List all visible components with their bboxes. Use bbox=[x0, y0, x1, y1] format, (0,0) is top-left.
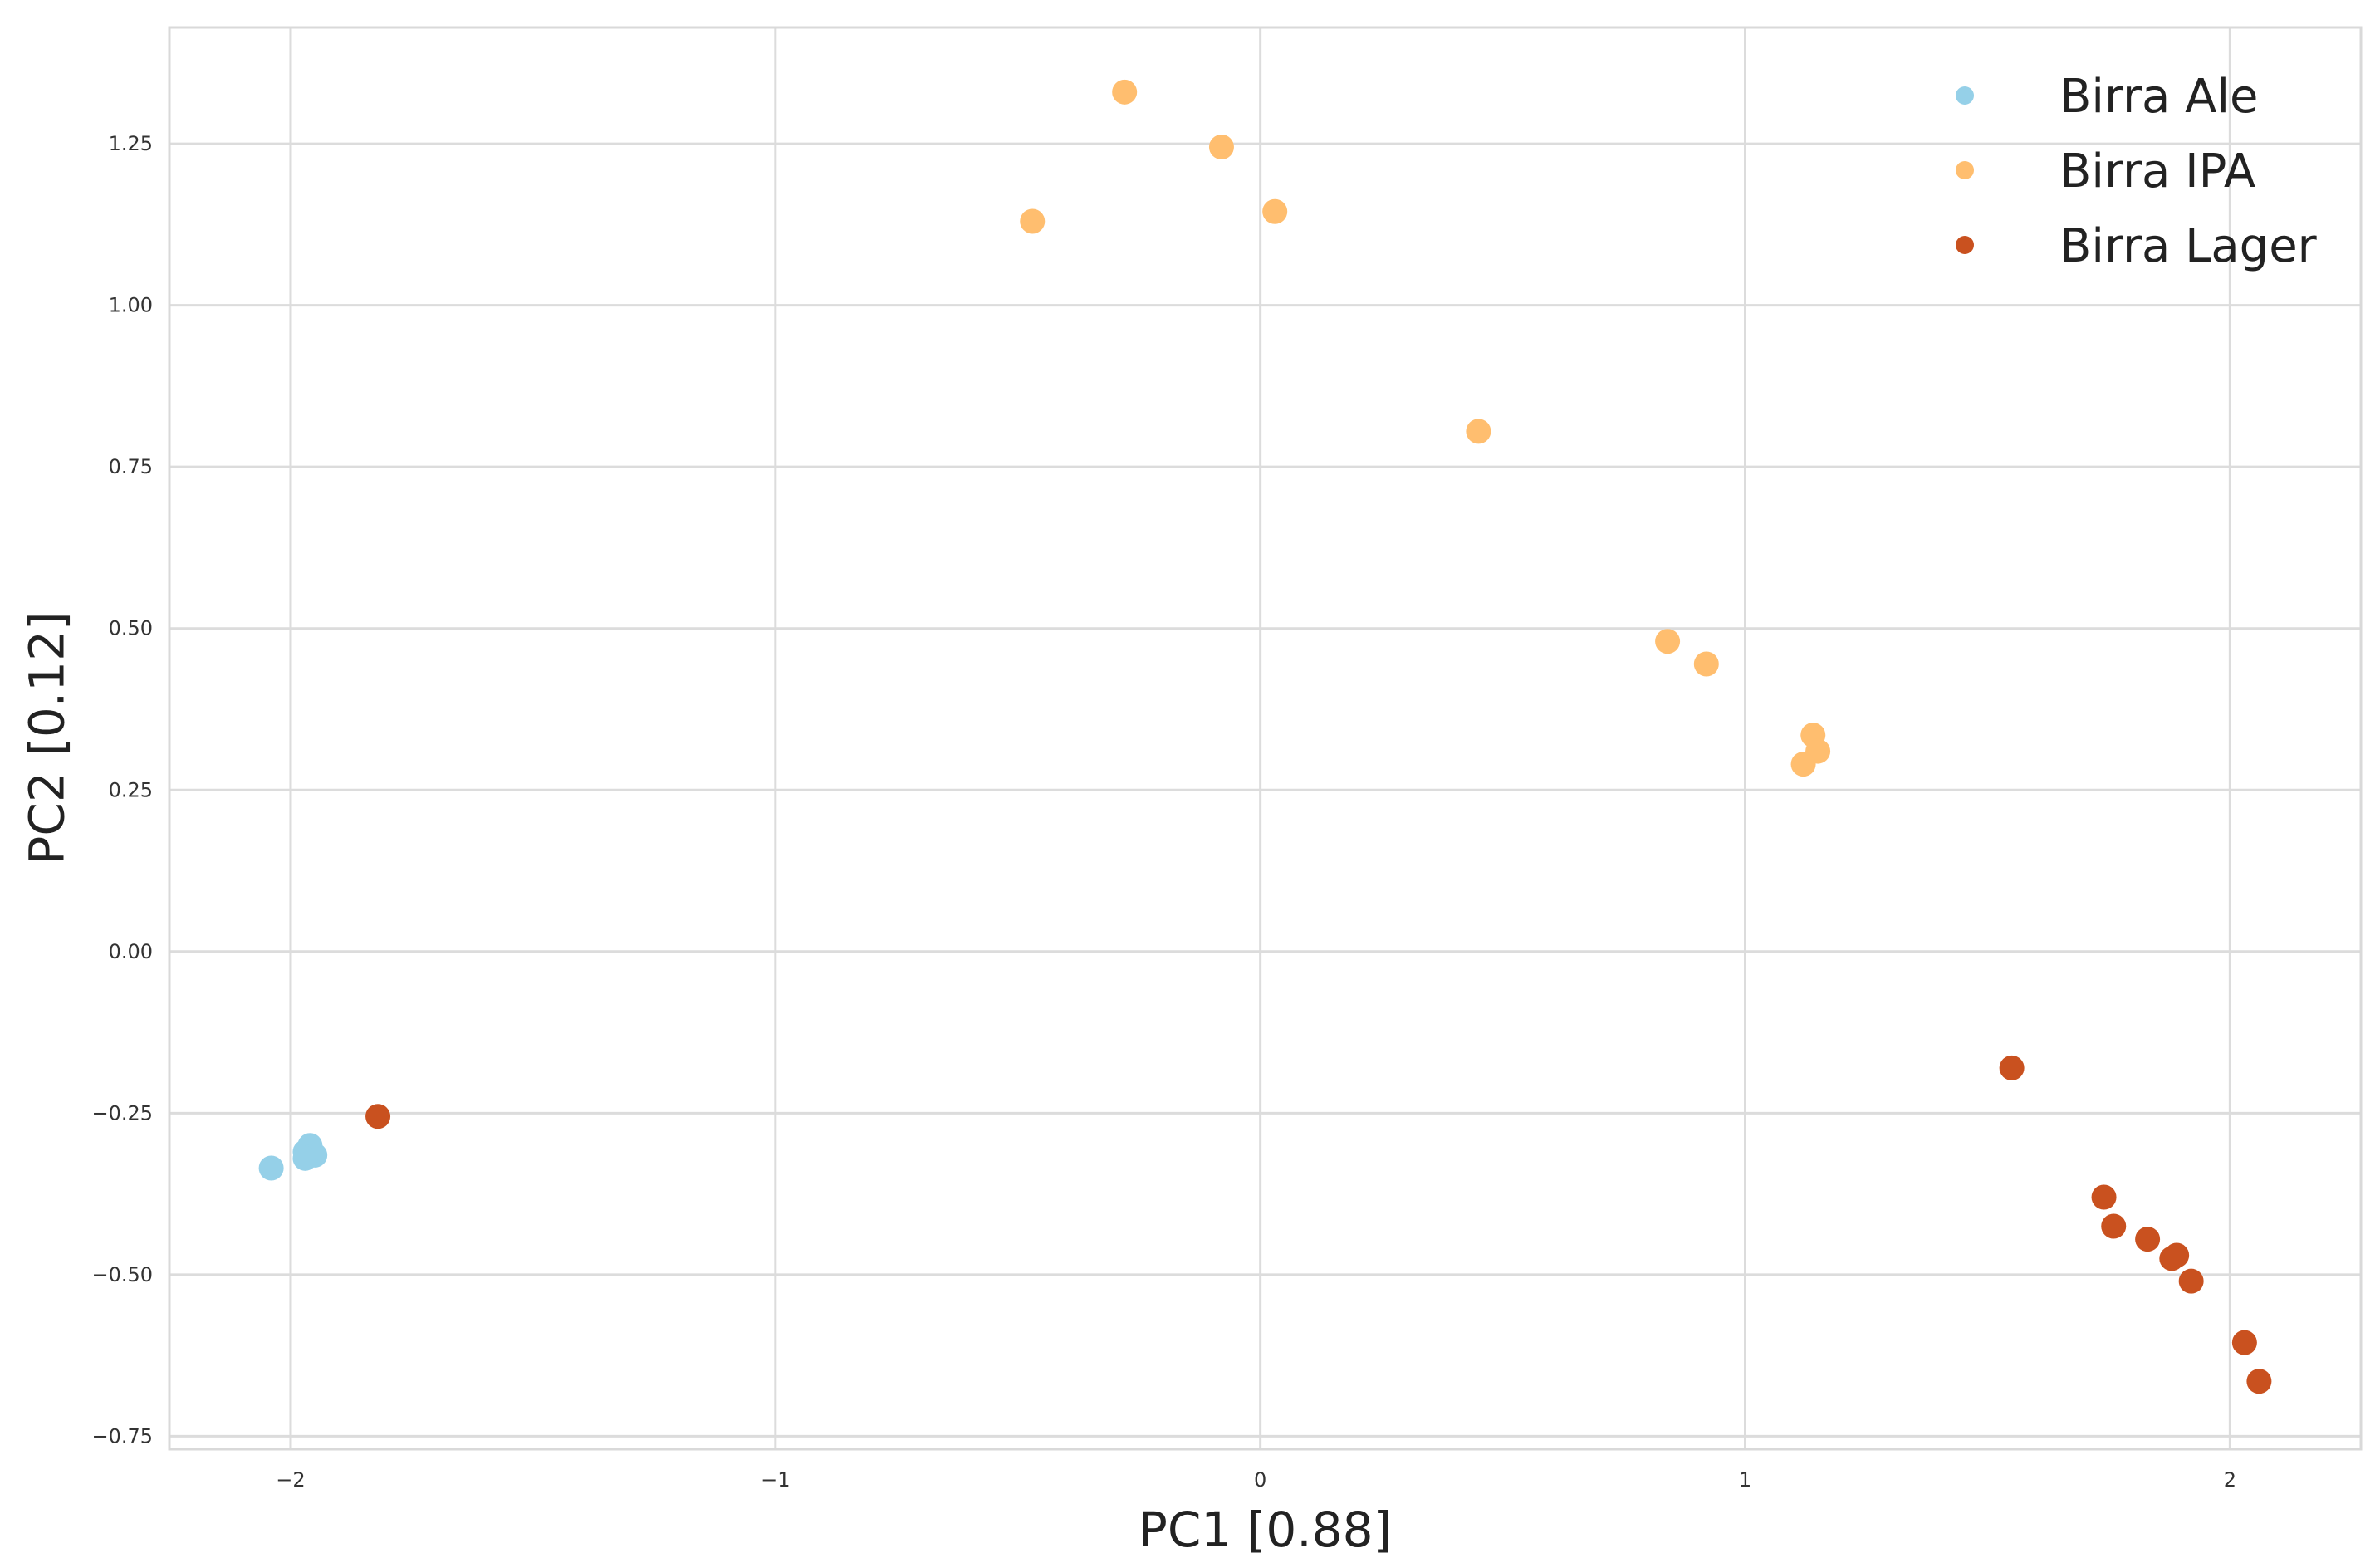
data-point bbox=[2091, 1184, 2117, 1210]
data-point bbox=[1262, 198, 1288, 224]
y-tick-label: −0.50 bbox=[91, 1263, 153, 1286]
data-point bbox=[2231, 1330, 2257, 1355]
y-tick-label: −0.75 bbox=[91, 1424, 153, 1448]
data-point bbox=[2101, 1213, 2127, 1239]
x-tick-label: −2 bbox=[276, 1468, 305, 1492]
data-point bbox=[1208, 134, 1234, 159]
data-point bbox=[1693, 651, 1719, 677]
data-point bbox=[258, 1155, 284, 1181]
data-point bbox=[1466, 419, 1491, 444]
y-tick-label: 0.25 bbox=[109, 778, 153, 801]
x-tick-label: 0 bbox=[1254, 1468, 1266, 1492]
legend-marker bbox=[1956, 236, 1974, 254]
data-point bbox=[2246, 1369, 2272, 1394]
legend: Birra Ale Birra IPA Birra Lager bbox=[1956, 70, 2318, 273]
legend-marker bbox=[1956, 86, 1974, 105]
x-axis-title: PC1 [0.88] bbox=[1139, 1502, 1392, 1558]
data-point bbox=[365, 1104, 391, 1129]
data-point bbox=[1999, 1055, 2025, 1080]
data-point bbox=[2135, 1227, 2161, 1252]
y-tick-label: 1.25 bbox=[109, 132, 153, 155]
data-point bbox=[1655, 629, 1681, 654]
data-point bbox=[2164, 1242, 2190, 1268]
y-tick-label: 0.75 bbox=[109, 455, 153, 478]
data-points bbox=[258, 79, 2272, 1394]
data-point bbox=[1790, 752, 1816, 777]
data-point bbox=[1112, 79, 1138, 105]
x-tick-label: 1 bbox=[1739, 1468, 1751, 1492]
data-point bbox=[2178, 1268, 2204, 1294]
y-tick-label: −0.25 bbox=[91, 1101, 153, 1124]
legend-label: Birra Ale bbox=[2059, 70, 2258, 124]
y-tick-label: 0.00 bbox=[109, 940, 153, 963]
grid-lines bbox=[169, 27, 2361, 1449]
y-axis-title: PC2 [0.12] bbox=[18, 611, 75, 865]
data-point bbox=[1020, 208, 1046, 234]
plot-frame bbox=[168, 26, 2363, 1451]
x-tick-label: 2 bbox=[2224, 1468, 2236, 1492]
legend-label: Birra IPA bbox=[2059, 145, 2255, 198]
y-tick-label: 0.50 bbox=[109, 617, 153, 640]
x-tick-label: −1 bbox=[761, 1468, 790, 1492]
legend-marker bbox=[1956, 161, 1974, 179]
legend-label: Birra Lager bbox=[2059, 219, 2318, 273]
tick-labels: −2 −1 0 1 2 −0.75 −0.50 −0.25 0.00 0.25 0.50 0.75 1.… bbox=[91, 132, 2236, 1492]
data-point bbox=[292, 1145, 318, 1171]
y-tick-label: 1.00 bbox=[109, 294, 153, 317]
